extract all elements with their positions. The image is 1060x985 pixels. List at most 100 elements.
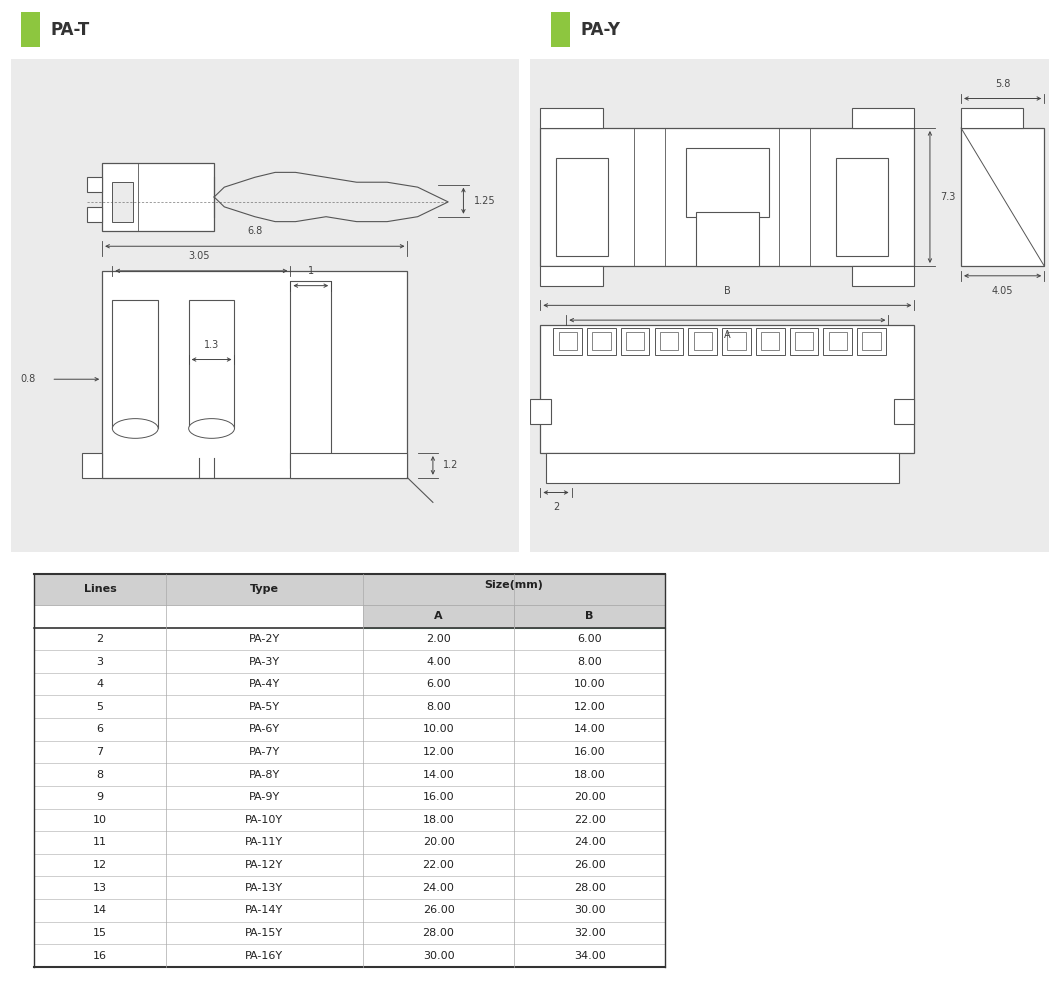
Bar — [102, 163, 214, 231]
Bar — [659, 333, 678, 350]
Bar — [87, 207, 102, 222]
Text: Type: Type — [250, 584, 279, 594]
Bar — [696, 212, 759, 266]
Bar — [621, 327, 650, 355]
Text: 14.00: 14.00 — [573, 724, 605, 735]
Bar — [961, 108, 1024, 128]
Text: 16.00: 16.00 — [423, 792, 455, 802]
Bar — [795, 333, 813, 350]
Bar — [961, 128, 1044, 266]
Text: A: A — [724, 330, 730, 340]
Text: 20.00: 20.00 — [573, 792, 605, 802]
Text: 16: 16 — [93, 951, 107, 960]
Text: PA-10Y: PA-10Y — [245, 815, 283, 824]
Bar — [863, 333, 881, 350]
Text: PA-12Y: PA-12Y — [245, 860, 283, 870]
Text: 26.00: 26.00 — [423, 905, 455, 915]
Bar — [688, 327, 717, 355]
Bar — [541, 108, 603, 128]
Bar — [553, 327, 582, 355]
Text: 28.00: 28.00 — [423, 928, 455, 938]
Text: 2: 2 — [96, 634, 104, 644]
Text: PA-15Y: PA-15Y — [245, 928, 283, 938]
Text: 26.00: 26.00 — [573, 860, 605, 870]
Bar — [894, 399, 915, 424]
Bar — [541, 128, 915, 266]
Text: PA-T: PA-T — [51, 21, 90, 38]
Text: 30.00: 30.00 — [423, 951, 455, 960]
Bar — [587, 327, 616, 355]
Bar — [756, 327, 784, 355]
Text: 4: 4 — [96, 680, 104, 690]
Text: 34.00: 34.00 — [573, 951, 605, 960]
Text: 8: 8 — [96, 769, 104, 780]
Text: 12.00: 12.00 — [423, 747, 455, 757]
Text: 28.00: 28.00 — [573, 883, 605, 892]
Text: 6.8: 6.8 — [247, 227, 263, 236]
Text: 10: 10 — [93, 815, 107, 824]
Text: Lines: Lines — [84, 584, 117, 594]
Text: 5: 5 — [96, 701, 104, 712]
Bar — [593, 333, 611, 350]
Text: 30.00: 30.00 — [573, 905, 605, 915]
Text: 1: 1 — [307, 266, 314, 276]
Text: 7: 7 — [96, 747, 104, 757]
Text: 2: 2 — [553, 502, 559, 512]
Bar — [790, 327, 818, 355]
Text: 6: 6 — [96, 724, 104, 735]
Bar — [824, 327, 852, 355]
Text: PA-Y: PA-Y — [581, 21, 621, 38]
Bar — [858, 327, 886, 355]
Text: PA-13Y: PA-13Y — [245, 883, 283, 892]
Text: 14.00: 14.00 — [423, 769, 455, 780]
Text: PA-8Y: PA-8Y — [249, 769, 280, 780]
Text: 1.3: 1.3 — [204, 340, 219, 350]
Text: 8.00: 8.00 — [426, 701, 450, 712]
Text: PA-11Y: PA-11Y — [245, 837, 283, 847]
Bar — [541, 266, 603, 286]
Text: 22.00: 22.00 — [573, 815, 605, 824]
Text: PA-6Y: PA-6Y — [249, 724, 280, 735]
Bar — [102, 271, 407, 478]
Bar — [87, 177, 102, 192]
Text: 3.05: 3.05 — [188, 251, 210, 261]
Bar — [722, 327, 750, 355]
Text: PA-7Y: PA-7Y — [249, 747, 280, 757]
Bar — [551, 12, 570, 47]
Bar — [21, 12, 40, 47]
Text: 4.00: 4.00 — [426, 657, 450, 667]
Bar — [290, 281, 331, 468]
Text: 12.00: 12.00 — [573, 701, 605, 712]
Text: 0.8: 0.8 — [21, 374, 36, 384]
Text: 15: 15 — [93, 928, 107, 938]
Text: 10.00: 10.00 — [423, 724, 455, 735]
Text: 8.00: 8.00 — [578, 657, 602, 667]
Text: 4.05: 4.05 — [992, 286, 1013, 296]
Text: 13: 13 — [93, 883, 107, 892]
Bar — [112, 300, 158, 428]
Ellipse shape — [189, 419, 234, 438]
Ellipse shape — [112, 419, 158, 438]
Bar — [852, 108, 915, 128]
Bar — [541, 325, 915, 453]
Text: 22.00: 22.00 — [423, 860, 455, 870]
Bar — [626, 333, 644, 350]
Text: 11: 11 — [93, 837, 107, 847]
Text: B: B — [724, 286, 730, 296]
Bar — [761, 333, 779, 350]
Bar — [82, 453, 102, 478]
Text: 3: 3 — [96, 657, 104, 667]
Bar — [655, 327, 684, 355]
Text: 1.25: 1.25 — [474, 196, 495, 206]
Text: 10.00: 10.00 — [573, 680, 605, 690]
Text: 2.00: 2.00 — [426, 634, 450, 644]
Text: PA-16Y: PA-16Y — [245, 951, 283, 960]
Bar — [189, 300, 234, 428]
Text: 20.00: 20.00 — [423, 837, 455, 847]
Bar — [530, 399, 551, 424]
Text: PA-4Y: PA-4Y — [249, 680, 280, 690]
Bar — [34, 574, 666, 605]
Text: 5.8: 5.8 — [995, 79, 1010, 89]
Text: 14: 14 — [93, 905, 107, 915]
Text: 6.00: 6.00 — [426, 680, 450, 690]
